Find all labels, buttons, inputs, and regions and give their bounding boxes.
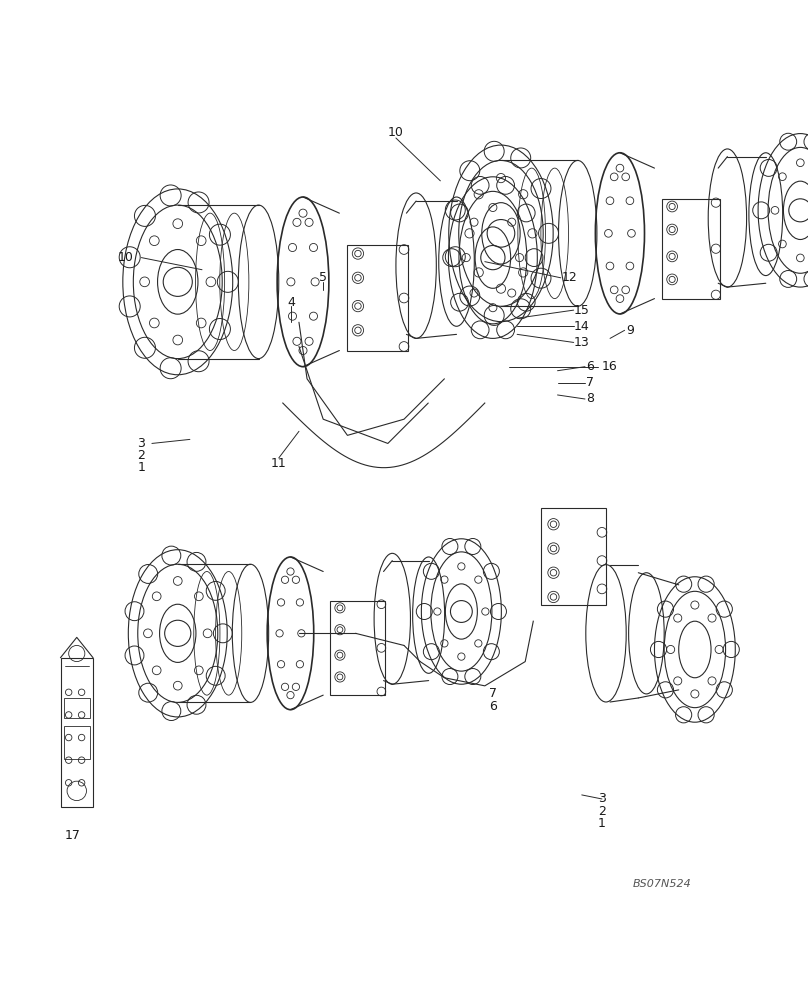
Text: 7: 7 (586, 376, 594, 389)
Text: 2: 2 (137, 449, 145, 462)
Text: 4: 4 (287, 296, 295, 309)
Text: 7: 7 (489, 687, 497, 700)
Text: 1: 1 (598, 817, 606, 830)
Text: 1: 1 (137, 461, 145, 474)
Text: 11: 11 (271, 457, 287, 470)
Text: 2: 2 (598, 805, 606, 818)
Text: 13: 13 (574, 336, 589, 349)
Text: 12: 12 (562, 271, 577, 284)
Text: 6: 6 (489, 700, 497, 713)
Text: 9: 9 (626, 324, 634, 337)
Bar (64, 698, 90, 718)
Bar (61, 658, 93, 807)
Text: 3: 3 (598, 792, 606, 805)
Text: 17: 17 (65, 829, 81, 842)
Text: 10: 10 (388, 126, 404, 139)
Text: 5: 5 (319, 271, 327, 284)
Bar (64, 726, 90, 759)
Text: 6: 6 (586, 360, 594, 373)
Bar (347, 245, 408, 351)
Text: 3: 3 (137, 437, 145, 450)
Text: 8: 8 (586, 392, 594, 406)
Text: 10: 10 (117, 251, 133, 264)
Bar (541, 508, 606, 605)
Text: BS07N524: BS07N524 (633, 879, 692, 889)
Text: 15: 15 (574, 304, 590, 317)
Bar (662, 199, 720, 299)
Bar (330, 601, 385, 695)
Text: 14: 14 (574, 320, 589, 333)
Text: 16: 16 (602, 360, 617, 373)
